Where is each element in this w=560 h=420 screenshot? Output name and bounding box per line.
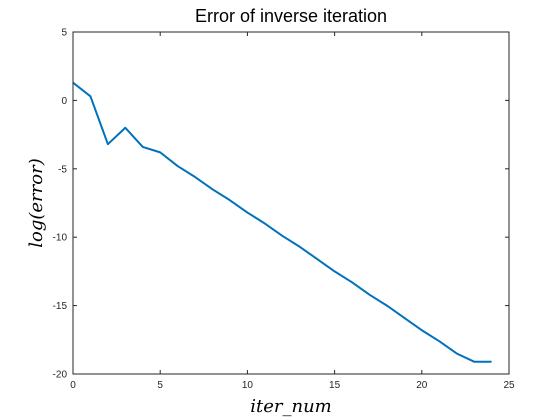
y-tick-label: 5 [61,28,67,39]
axes-box [72,31,510,375]
series-layer [72,81,492,363]
plot-background [73,32,509,374]
y-axis-label: log(error) [26,158,47,247]
x-tick-label: 0 [70,380,76,391]
y-tick-label: -5 [58,164,67,175]
x-tick-label: 5 [157,380,163,391]
x-axis-label: iter_num [250,396,332,417]
x-tick-label: 15 [329,380,341,391]
y-tick-label: -10 [53,233,68,244]
y-tick-label: 0 [61,96,67,107]
x-tick-label: 10 [242,380,254,391]
tick-layer: 0 5 10 15 20 25 5 0 -5 -10 -15 -20 [53,28,515,392]
x-tick-label: 20 [416,380,428,391]
y-tick-label: -20 [53,370,68,381]
y-tick-label: -15 [53,301,68,312]
x-tick-label: 25 [503,380,515,391]
chart-title: Error of inverse iteration [195,6,387,26]
